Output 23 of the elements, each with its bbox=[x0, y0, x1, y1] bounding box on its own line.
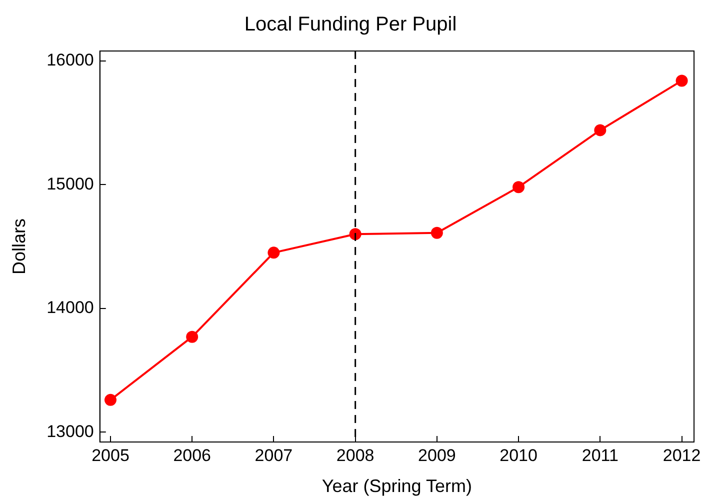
x-tick-label: 2011 bbox=[582, 446, 618, 465]
y-tick-label: 15000 bbox=[46, 174, 94, 194]
y-tick-label: 13000 bbox=[46, 422, 94, 441]
chart-title: Local Funding Per Pupil bbox=[244, 14, 457, 36]
point bbox=[676, 74, 688, 87]
x-tick-label: 2009 bbox=[418, 446, 456, 465]
x-tick-label: 2007 bbox=[254, 446, 293, 465]
point bbox=[186, 330, 198, 343]
y-tick-label: 14000 bbox=[46, 298, 94, 318]
point bbox=[430, 226, 443, 239]
x-tick-label: 2005 bbox=[92, 446, 130, 465]
x-tick-label: 2012 bbox=[662, 446, 701, 465]
x-axis-title: Year (Spring Term) bbox=[322, 476, 472, 496]
point bbox=[268, 246, 280, 259]
x-tick-label: 2008 bbox=[336, 446, 374, 465]
point bbox=[594, 124, 606, 136]
y-axis-title: Dollars bbox=[8, 218, 29, 275]
point bbox=[349, 228, 362, 240]
point bbox=[512, 181, 525, 194]
x-tick-label: 2010 bbox=[500, 446, 538, 465]
point bbox=[104, 394, 116, 406]
y-tick-label: 16000 bbox=[46, 50, 94, 70]
x-tick-label: 2006 bbox=[173, 446, 212, 465]
